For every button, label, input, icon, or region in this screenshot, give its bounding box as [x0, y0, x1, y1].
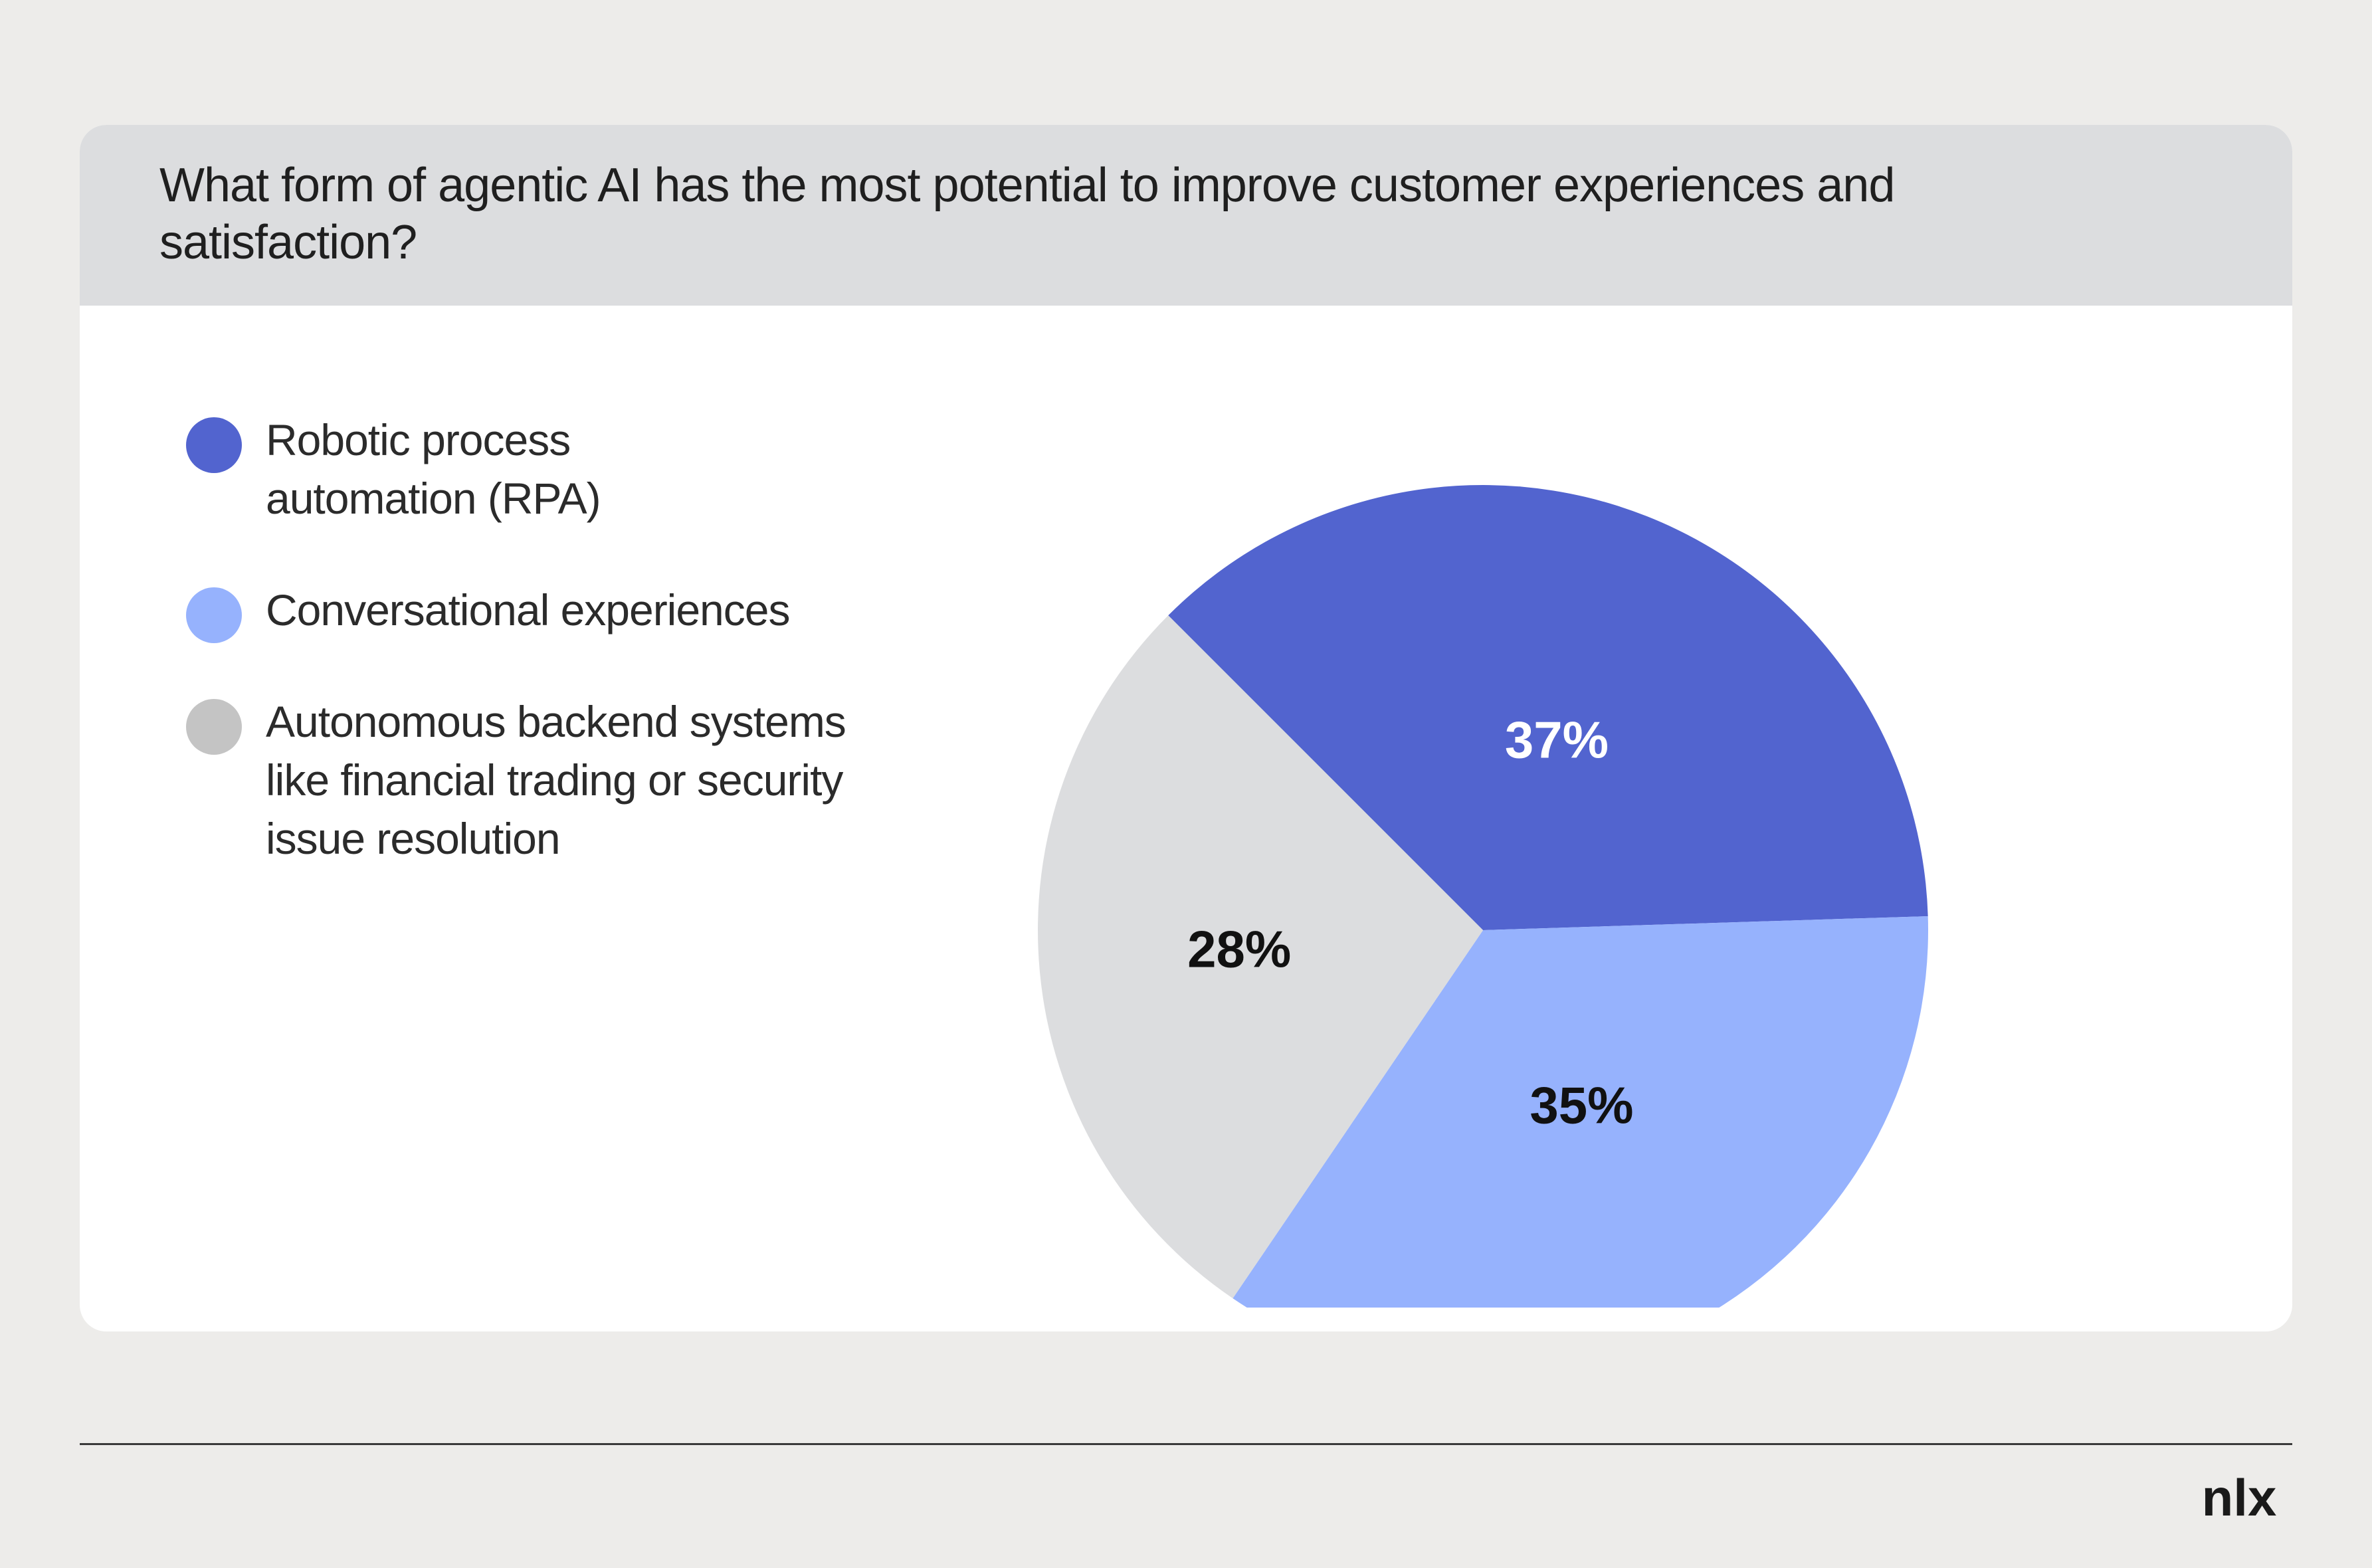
- legend-item-rpa: Robotic process automation (RPA): [186, 411, 917, 528]
- legend-swatch-icon: [186, 587, 242, 643]
- legend-label: Conversational experiences: [266, 585, 790, 635]
- legend-swatch-icon: [186, 699, 242, 755]
- legend-item-conversational: Conversational experiences: [186, 581, 917, 643]
- legend-swatch-icon: [186, 417, 242, 473]
- legend: Robotic process automation (RPA) Convers…: [186, 411, 917, 868]
- footer-divider: [80, 1443, 2292, 1445]
- pie-label-rpa: 37%: [1505, 710, 1609, 769]
- pie-slice-autonomous: [1038, 615, 1483, 1299]
- pie-chart: 37% 35% 28%: [1038, 484, 1929, 1308]
- legend-item-autonomous: Autonomous backend systems like financia…: [186, 692, 917, 868]
- chart-card: What form of agentic AI has the most pot…: [80, 125, 2292, 1331]
- card-header: What form of agentic AI has the most pot…: [80, 125, 2292, 306]
- pie-slice-conversational: [1233, 916, 1929, 1308]
- legend-label: Robotic process automation (RPA): [266, 415, 601, 523]
- logo-text: nlx: [2202, 1474, 2277, 1527]
- pie-label-autonomous: 28%: [1187, 920, 1291, 978]
- pie-slice-rpa: [1168, 484, 1928, 930]
- legend-label: Autonomous backend systems like financia…: [266, 697, 846, 863]
- pie-label-conversational: 35%: [1530, 1076, 1633, 1135]
- nlx-logo-icon: nlx: [2186, 1468, 2292, 1531]
- chart-question: What form of agentic AI has the most pot…: [159, 159, 1895, 269]
